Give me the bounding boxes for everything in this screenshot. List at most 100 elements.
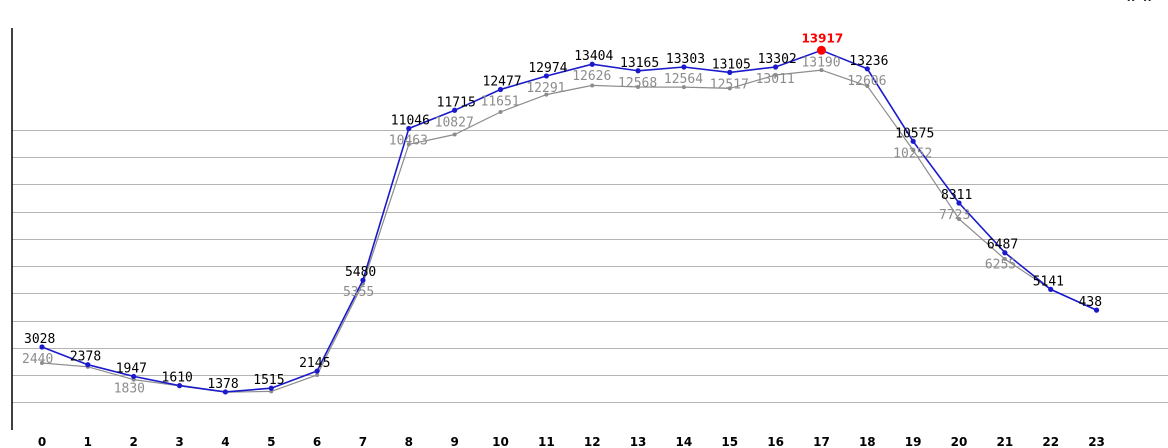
series-2-label-20: 7723 <box>939 208 970 223</box>
x-tick-17: 17 <box>813 435 830 448</box>
series-2-label-14: 12564 <box>664 72 703 87</box>
series-2-label-9: 10827 <box>435 115 474 130</box>
series-1-label-13: 13165 <box>620 56 659 71</box>
series-2-label-21: 6255 <box>985 258 1016 273</box>
series-1-label-16: 13302 <box>758 52 797 67</box>
series-1-label-6: 2145 <box>299 356 330 371</box>
x-tick-13: 13 <box>630 435 647 448</box>
x-tick-20: 20 <box>951 435 968 448</box>
x-tick-0: 0 <box>38 435 46 448</box>
series-1-label-1: 2378 <box>70 350 101 365</box>
series-1-point-7 <box>360 277 366 283</box>
data-labels: 2440 1830 5355 10463 10827 11651 12291 12626 125… <box>22 31 1102 396</box>
x-tick-3: 3 <box>175 435 183 448</box>
series-2-label-19: 10252 <box>893 146 932 161</box>
series-1-point-21 <box>1002 250 1008 256</box>
x-tick-9: 9 <box>450 435 458 448</box>
series-2-point-17 <box>819 68 824 73</box>
x-tick-12: 12 <box>584 435 601 448</box>
series-2-point-16 <box>773 72 778 77</box>
series-1-point-3 <box>176 383 183 389</box>
series-1-point-10 <box>497 86 504 93</box>
series-1-point-22 <box>1048 286 1054 293</box>
series-2-point-21 <box>1002 257 1007 262</box>
x-tick-4: 4 <box>221 435 229 448</box>
series-1-point-23 <box>1093 307 1100 313</box>
x-tick-7: 7 <box>359 435 367 448</box>
x-tick-10: 10 <box>492 435 509 448</box>
series-1-label-18: 13236 <box>849 54 888 69</box>
x-axis-ticks: 0 1 2 3 4 5 6 7 8 9 10 11 12 13 14 15 16 17 18 19 20 21 22 23 <box>38 435 1105 448</box>
series-2-label-16: 13011 <box>756 72 795 87</box>
x-tick-21: 21 <box>996 435 1013 448</box>
series-1-label-15: 13105 <box>712 57 751 72</box>
series-2-point-15 <box>727 86 732 91</box>
series-2-label-15: 12517 <box>710 77 749 92</box>
x-tick-23: 23 <box>1088 435 1105 448</box>
series-1-point-8 <box>406 125 412 132</box>
series-1-point-18 <box>864 66 870 72</box>
grid <box>11 28 1168 430</box>
series-1-label-17: 13917 <box>801 31 843 45</box>
x-tick-6: 6 <box>313 435 321 448</box>
series-1-point-11 <box>543 73 549 79</box>
series-2-label-8: 10463 <box>389 133 428 148</box>
series-1-point-19 <box>910 138 916 144</box>
series-1-point-9 <box>452 107 458 113</box>
series-2-point-19 <box>911 148 916 153</box>
series-1-label-8: 11046 <box>391 113 430 128</box>
series-1-point-16 <box>773 64 779 70</box>
series-2-label-13: 12568 <box>618 76 657 91</box>
series-2-point-0 <box>40 361 44 366</box>
x-tick-8: 8 <box>405 435 413 448</box>
series-1-label-22: 5141 <box>1033 274 1064 289</box>
series-2-label-12: 12626 <box>572 69 611 84</box>
series-2-label-18: 12606 <box>847 74 886 89</box>
series-2-point-8 <box>406 142 411 147</box>
series-2-line <box>41 69 1097 393</box>
x-tick-22: 22 <box>1042 435 1059 448</box>
series-2-point-10 <box>498 110 503 115</box>
series-1-point-20 <box>956 200 962 206</box>
series-1-point-15 <box>727 69 733 75</box>
series-2-label-2: 1830 <box>114 381 145 396</box>
series-2-point-13 <box>636 85 641 90</box>
series-1-label-19: 10575 <box>895 126 934 141</box>
series-1-label-3: 1610 <box>162 371 193 386</box>
series-1-line <box>41 49 1097 393</box>
series-2-point-20 <box>957 217 961 222</box>
x-tick-16: 16 <box>767 435 784 448</box>
series-1-label-12: 13404 <box>574 49 613 64</box>
series-1-label-0: 3028 <box>24 332 55 347</box>
series-1-point-0 <box>39 344 45 350</box>
series-2-label-0: 2440 <box>22 352 53 367</box>
series-2-point-18 <box>865 83 870 88</box>
series-1-label-10: 12477 <box>483 75 522 90</box>
series-1-label-23: 438 <box>1079 295 1102 310</box>
series-2-point-12 <box>590 83 595 88</box>
series-1-label-21: 6487 <box>987 238 1018 253</box>
series-2-label-11: 12291 <box>526 81 565 96</box>
x-tick-19: 19 <box>905 435 922 448</box>
series-2-point-6 <box>315 373 320 377</box>
series-2-label-17: 13190 <box>801 55 840 70</box>
series-1-label-14: 13303 <box>666 52 705 67</box>
series-1-label-5: 1515 <box>253 373 284 388</box>
series-2-label-7: 5355 <box>343 285 374 300</box>
x-tick-18: 18 <box>859 435 876 448</box>
series-2-point-11 <box>544 92 549 97</box>
series-1-point-14 <box>681 64 687 70</box>
series-1-point-5 <box>268 385 274 391</box>
x-tick-14: 14 <box>676 435 693 448</box>
series-1-label-4: 1378 <box>207 377 238 392</box>
header-fragment: () () <box>1125 0 1153 3</box>
series-1-label-7: 5480 <box>345 265 376 280</box>
series-2-point-9 <box>452 132 457 137</box>
x-tick-1: 1 <box>84 435 92 448</box>
series-2-point-14 <box>681 85 686 90</box>
x-tick-15: 15 <box>721 435 738 448</box>
series-1-label-11: 12974 <box>528 61 567 76</box>
series-1-label-2: 1947 <box>116 361 147 376</box>
series-1-point-17 <box>816 45 826 55</box>
